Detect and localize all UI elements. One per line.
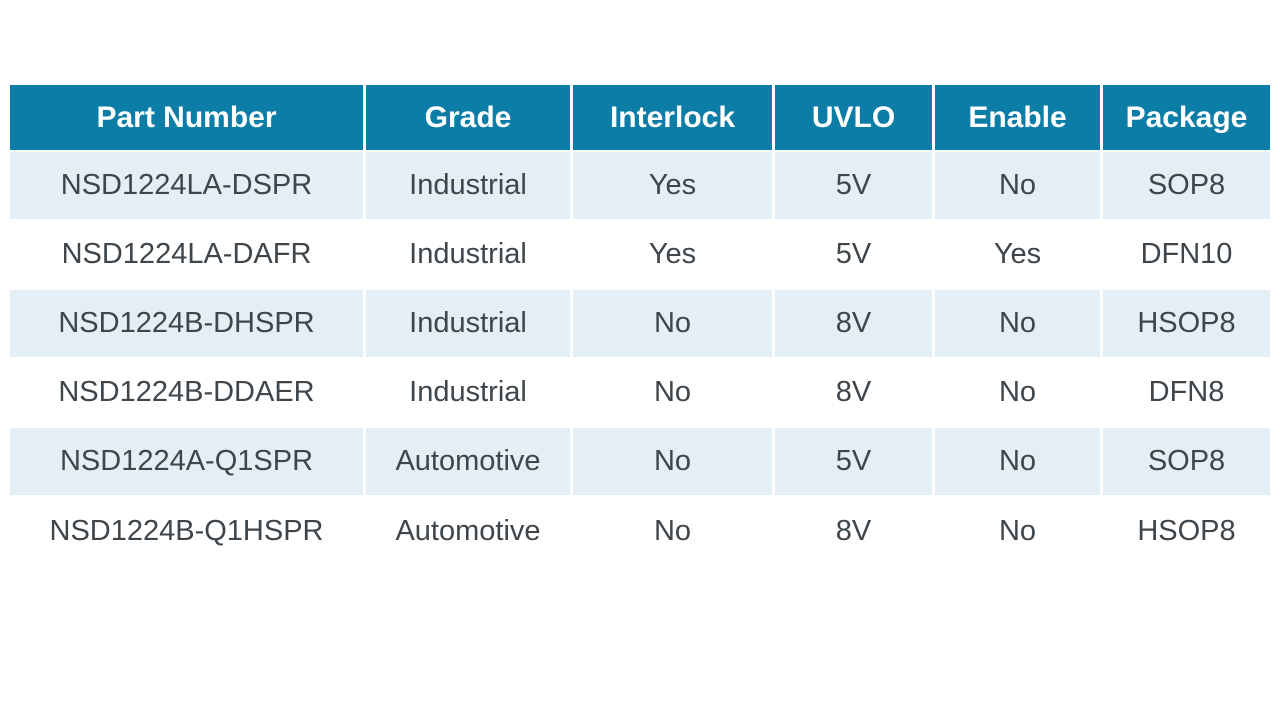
cell-enable: No	[935, 497, 1103, 566]
cell-grade: Industrial	[366, 359, 573, 428]
cell-enable: Yes	[935, 221, 1103, 290]
cell-interlock: Yes	[573, 221, 775, 290]
cell-part_number: NSD1224B-Q1HSPR	[10, 497, 366, 566]
cell-interlock: No	[573, 359, 775, 428]
cell-enable: No	[935, 152, 1103, 221]
table-header: Part Number Grade Interlock UVLO Enable Packa…	[10, 85, 1270, 152]
cell-part_number: NSD1224LA-DAFR	[10, 221, 366, 290]
cell-package: HSOP8	[1103, 290, 1270, 359]
cell-interlock: No	[573, 497, 775, 566]
table-body: NSD1224LA-DSPR Industrial Yes 5V No SOP8 NSD12…	[10, 152, 1270, 566]
column-header-uvlo: UVLO	[775, 85, 935, 152]
cell-part_number: NSD1224B-DDAER	[10, 359, 366, 428]
cell-enable: No	[935, 428, 1103, 497]
table-row: NSD1224LA-DAFR Industrial Yes 5V Yes DFN10	[10, 221, 1270, 290]
cell-part_number: NSD1224LA-DSPR	[10, 152, 366, 221]
cell-part_number: NSD1224B-DHSPR	[10, 290, 366, 359]
cell-grade: Industrial	[366, 152, 573, 221]
cell-uvlo: 8V	[775, 359, 935, 428]
cell-package: DFN8	[1103, 359, 1270, 428]
cell-grade: Industrial	[366, 221, 573, 290]
table-header-row: Part Number Grade Interlock UVLO Enable Packa…	[10, 85, 1270, 152]
cell-enable: No	[935, 290, 1103, 359]
parts-selection-table: Part Number Grade Interlock UVLO Enable Packa…	[10, 85, 1270, 566]
cell-grade: Automotive	[366, 428, 573, 497]
cell-enable: No	[935, 359, 1103, 428]
cell-uvlo: 8V	[775, 497, 935, 566]
column-header-package: Package	[1103, 85, 1270, 152]
column-header-part_number: Part Number	[10, 85, 366, 152]
cell-package: HSOP8	[1103, 497, 1270, 566]
cell-grade: Automotive	[366, 497, 573, 566]
cell-uvlo: 5V	[775, 221, 935, 290]
cell-interlock: No	[573, 428, 775, 497]
cell-part_number: NSD1224A-Q1SPR	[10, 428, 366, 497]
column-header-grade: Grade	[366, 85, 573, 152]
column-header-interlock: Interlock	[573, 85, 775, 152]
table-row: NSD1224A-Q1SPR Automotive No 5V No SOP8	[10, 428, 1270, 497]
cell-uvlo: 8V	[775, 290, 935, 359]
cell-package: SOP8	[1103, 152, 1270, 221]
table-row: NSD1224B-Q1HSPR Automotive No 8V No HSOP8	[10, 497, 1270, 566]
table-row: NSD1224B-DDAER Industrial No 8V No DFN8	[10, 359, 1270, 428]
table-row: NSD1224LA-DSPR Industrial Yes 5V No SOP8	[10, 152, 1270, 221]
cell-uvlo: 5V	[775, 152, 935, 221]
column-header-enable: Enable	[935, 85, 1103, 152]
cell-interlock: No	[573, 290, 775, 359]
cell-uvlo: 5V	[775, 428, 935, 497]
table-row: NSD1224B-DHSPR Industrial No 8V No HSOP8	[10, 290, 1270, 359]
cell-grade: Industrial	[366, 290, 573, 359]
cell-package: SOP8	[1103, 428, 1270, 497]
cell-interlock: Yes	[573, 152, 775, 221]
cell-package: DFN10	[1103, 221, 1270, 290]
